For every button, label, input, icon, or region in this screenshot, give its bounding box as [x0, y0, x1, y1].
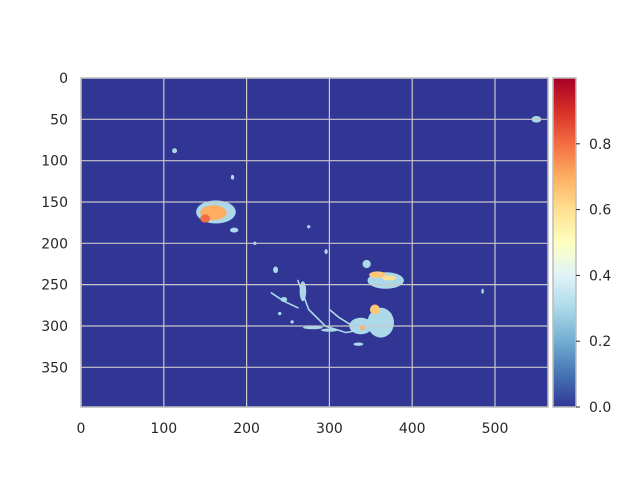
colorbar-axis: 0.0 0.2 0.4 0.6 0.8	[576, 137, 611, 416]
y-tick-label: 300	[41, 319, 68, 335]
colorbar-tick-label: 0.4	[589, 268, 611, 284]
heat-cell	[273, 266, 279, 274]
y-tick-label: 100	[41, 154, 68, 170]
heat-cell	[382, 275, 396, 281]
x-axis: 0 100 200 300 400 500	[77, 421, 509, 437]
x-tick-label: 100	[150, 421, 177, 437]
heat-cell	[481, 288, 484, 294]
y-tick-label: 250	[41, 278, 68, 294]
heat-trace	[328, 308, 351, 326]
colorbar-tick-label: 0.6	[589, 203, 611, 219]
y-axis: 0 50 100 150 200 250 300 350	[41, 71, 68, 376]
heat-cell	[302, 325, 323, 330]
heat-cell	[280, 297, 288, 303]
heat-cell	[324, 249, 328, 255]
colorbar-tick-label: 0.0	[589, 400, 611, 416]
colorbar-frame	[552, 77, 577, 408]
heat-cell	[200, 214, 211, 223]
x-tick-label: 400	[399, 421, 426, 437]
heat-cell	[307, 225, 311, 229]
y-tick-label: 200	[41, 236, 68, 252]
heat-cell	[230, 174, 235, 180]
heat-cell	[230, 227, 239, 233]
heat-cell	[353, 342, 364, 346]
heat-cell	[172, 148, 178, 154]
colorbar-tick-label: 0.8	[589, 137, 611, 153]
plot-frame	[80, 77, 549, 408]
y-tick-label: 50	[50, 112, 68, 128]
heat-cell	[299, 281, 307, 302]
heat-cell	[290, 320, 294, 324]
grid-lines	[81, 78, 548, 407]
x-tick-label: 300	[316, 421, 343, 437]
y-tick-label: 150	[41, 195, 68, 211]
x-tick-label: 0	[77, 421, 86, 437]
x-tick-label: 500	[482, 421, 509, 437]
colorbar	[553, 78, 576, 407]
y-tick-label: 350	[41, 360, 68, 376]
heat-cell	[278, 311, 282, 316]
x-tick-label: 200	[233, 421, 260, 437]
heat-cell	[367, 307, 394, 338]
y-tick-label: 0	[59, 71, 68, 87]
heatmap-background	[81, 78, 548, 407]
heat-cell	[362, 259, 371, 269]
heat-cell	[369, 304, 380, 315]
heat-cell	[369, 271, 386, 279]
colorbar-tick-label: 0.2	[589, 334, 611, 350]
